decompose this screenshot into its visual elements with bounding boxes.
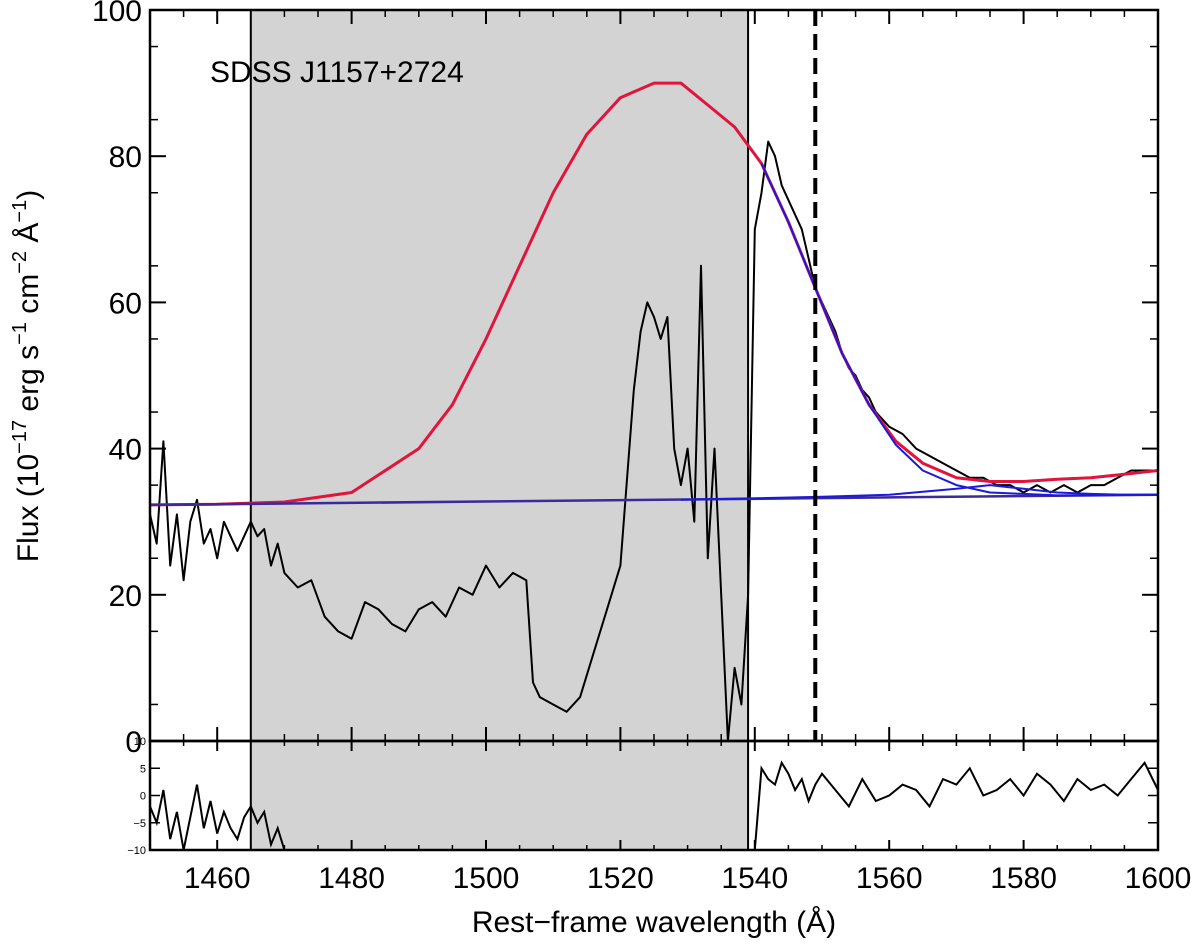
y-label-mid3: Å (12, 223, 45, 251)
y-label-exp2: −1 (9, 322, 31, 345)
observed-spectrum-line (149, 140, 1158, 742)
residual-y-tick-label: −5 (133, 818, 146, 830)
x-tick-label: 1560 (856, 862, 923, 895)
residual-y-tick-label: 5 (140, 763, 146, 775)
y-tick-label: 60 (109, 287, 142, 320)
y-label-prefix: Flux (10 (12, 454, 45, 562)
source-label: SDSS J1157+2724 (210, 56, 464, 89)
x-tick-label: 1480 (318, 862, 385, 895)
residual-line (149, 760, 1159, 851)
y-label-exp1: −17 (9, 420, 31, 454)
x-tick-label: 1520 (587, 862, 654, 895)
y-label-mid2: cm (12, 274, 45, 322)
y-label-exp3: −2 (9, 251, 31, 274)
series-group (149, 81, 1159, 742)
residual-y-tick-label: 10 (134, 736, 146, 748)
residual-y-tick-label: 0 (140, 791, 146, 803)
y-label-mid1: erg s (12, 345, 45, 420)
residual-y-ticks: −10 −5 0 5 10 (127, 736, 1158, 857)
y-tick-label: 0 (125, 726, 142, 759)
narrow-component-line (680, 484, 1158, 501)
residual-y-tick-label: −10 (127, 845, 146, 857)
residual-group (149, 760, 1159, 851)
y-tick-label: 100 (92, 0, 142, 28)
y-ticks: 0 20 40 60 80 100 (92, 0, 1158, 759)
y-label-suffix: ) (12, 190, 45, 200)
x-tick-label: 1460 (184, 862, 251, 895)
continuum-line (149, 493, 1159, 507)
broad-component-line (760, 163, 1158, 497)
x-axis-label: Rest−frame wavelength (Å) (472, 906, 836, 939)
x-ticks: 1460 1480 1500 1520 1540 1560 1580 1600 (149, 10, 1192, 895)
y-label-exp4: −1 (9, 200, 31, 223)
x-tick-label: 1600 (1125, 862, 1192, 895)
x-tick-label: 1580 (990, 862, 1057, 895)
y-tick-label: 80 (109, 141, 142, 174)
y-tick-label: 20 (109, 580, 142, 613)
y-axis-label: Flux (10−17 erg s−1 cm−2 Å−1) (9, 190, 45, 562)
x-tick-label: 1500 (453, 862, 520, 895)
masked-region (250, 10, 749, 850)
total-model-line (149, 81, 1159, 507)
x-tick-label: 1540 (721, 862, 788, 895)
y-tick-label: 40 (109, 434, 142, 467)
